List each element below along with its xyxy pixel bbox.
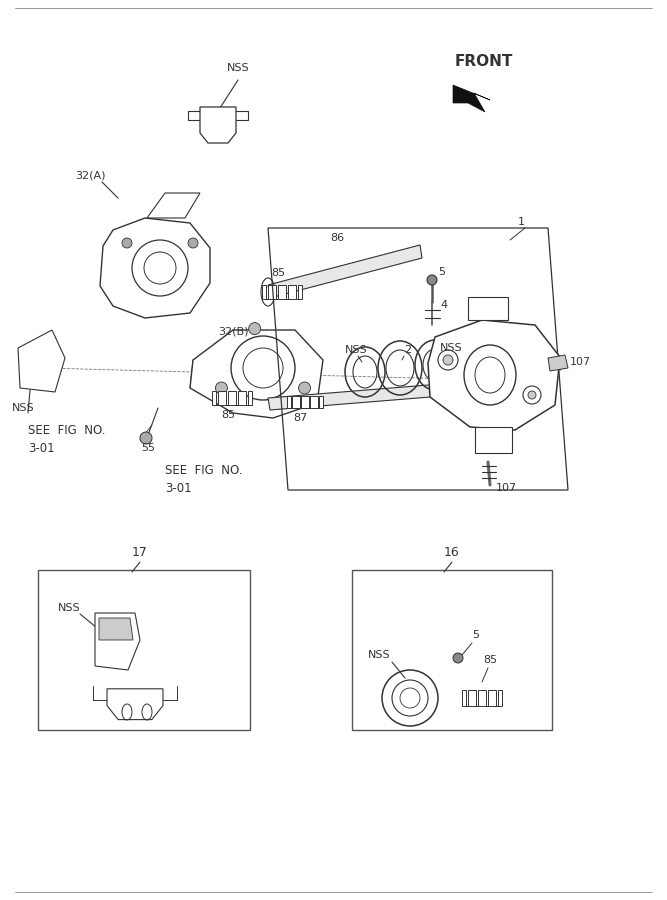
Polygon shape xyxy=(268,380,492,410)
Bar xyxy=(38,570,250,730)
Polygon shape xyxy=(18,330,65,392)
Polygon shape xyxy=(462,690,502,706)
Text: NSS: NSS xyxy=(368,650,391,660)
Polygon shape xyxy=(107,688,163,720)
Polygon shape xyxy=(212,391,252,405)
Text: NSS: NSS xyxy=(227,63,249,73)
Text: NSS: NSS xyxy=(345,345,368,355)
Text: 17: 17 xyxy=(132,546,148,560)
Polygon shape xyxy=(453,85,490,112)
Polygon shape xyxy=(99,618,133,640)
Polygon shape xyxy=(475,427,512,453)
Ellipse shape xyxy=(299,382,311,394)
Polygon shape xyxy=(468,297,508,320)
Polygon shape xyxy=(428,320,560,430)
Polygon shape xyxy=(100,218,210,318)
Text: 32(A): 32(A) xyxy=(75,170,105,180)
Polygon shape xyxy=(147,193,200,218)
Text: 55: 55 xyxy=(141,443,155,453)
Text: 86: 86 xyxy=(330,233,344,243)
Ellipse shape xyxy=(453,653,463,663)
Ellipse shape xyxy=(188,238,198,248)
Ellipse shape xyxy=(249,322,261,335)
Polygon shape xyxy=(548,355,568,371)
Text: NSS: NSS xyxy=(58,603,81,613)
Polygon shape xyxy=(268,245,422,298)
Text: 1: 1 xyxy=(518,217,525,227)
Text: 107: 107 xyxy=(496,483,517,493)
Text: 5: 5 xyxy=(438,267,445,277)
Text: SEE  FIG  NO.: SEE FIG NO. xyxy=(28,424,105,436)
Polygon shape xyxy=(95,613,140,670)
Text: 85: 85 xyxy=(271,268,285,278)
Text: NSS: NSS xyxy=(12,403,35,413)
Text: SEE  FIG  NO.: SEE FIG NO. xyxy=(165,464,243,476)
Text: 85: 85 xyxy=(221,410,235,420)
Text: 4: 4 xyxy=(440,300,447,310)
Text: 2: 2 xyxy=(404,345,411,355)
Ellipse shape xyxy=(122,238,132,248)
Polygon shape xyxy=(190,330,323,418)
Text: 85: 85 xyxy=(483,655,497,665)
Ellipse shape xyxy=(215,382,227,394)
Bar xyxy=(352,570,552,730)
Polygon shape xyxy=(200,107,236,143)
Text: 5: 5 xyxy=(472,630,479,640)
Text: NSS: NSS xyxy=(440,343,463,353)
Text: 3-01: 3-01 xyxy=(28,442,55,454)
Text: 32(B): 32(B) xyxy=(218,327,249,337)
Ellipse shape xyxy=(140,432,152,444)
Text: 107: 107 xyxy=(570,357,591,367)
Text: 87: 87 xyxy=(293,413,307,423)
Text: 3-01: 3-01 xyxy=(165,482,191,494)
Ellipse shape xyxy=(443,355,453,365)
Ellipse shape xyxy=(528,391,536,399)
Text: 16: 16 xyxy=(444,546,460,560)
Polygon shape xyxy=(287,396,323,408)
Text: FRONT: FRONT xyxy=(455,55,514,69)
Ellipse shape xyxy=(427,275,437,285)
Polygon shape xyxy=(262,285,302,299)
